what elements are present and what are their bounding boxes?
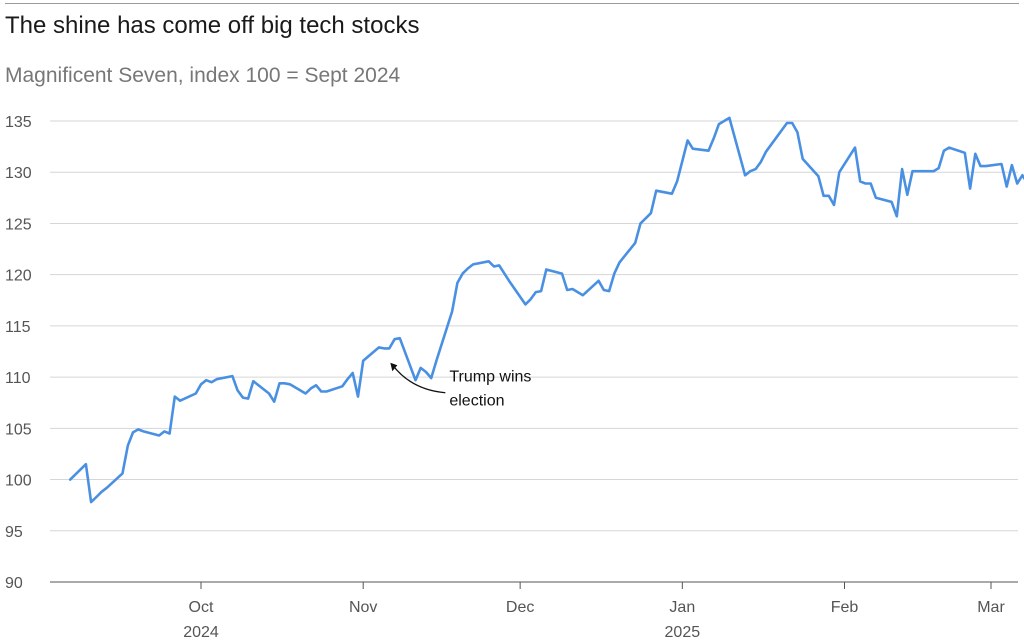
x-year-label-2024: 2024 <box>183 624 219 641</box>
y-tick-label-120: 120 <box>5 268 32 285</box>
x-tick-label-nov: Nov <box>349 599 377 616</box>
y-tick-label-105: 105 <box>5 421 32 438</box>
top-rule <box>5 3 1019 4</box>
y-axis-ticks: 90 95 100 105 110 115 120 125 130 135 <box>5 114 32 592</box>
annotation-text-line-2: election <box>449 393 504 410</box>
y-tick-label-135: 135 <box>5 114 32 131</box>
x-year-label-2025: 2025 <box>665 624 701 641</box>
annotation-arrow-line <box>391 364 446 394</box>
chart-title: The shine has come off big tech stocks <box>5 12 420 39</box>
annotation-text-line-1: Trump wins <box>449 369 531 386</box>
x-axis: Oct 2024 Nov Dec Jan 2025 Feb Mar <box>183 582 1005 641</box>
y-tick-label-115: 115 <box>5 319 31 336</box>
x-tick-label-mar: Mar <box>977 599 1005 616</box>
y-tick-label-100: 100 <box>5 473 32 490</box>
x-tick-label-dec: Dec <box>506 599 534 616</box>
series-line-magnificent-seven <box>68 116 1024 504</box>
y-tick-label-130: 130 <box>5 165 32 182</box>
x-tick-label-oct: Oct <box>189 599 214 616</box>
chart-subtitle: Magnificent Seven, index 100 = Sept 2024 <box>5 64 401 87</box>
annotation-trump-wins: Trump wins election <box>390 362 531 410</box>
y-tick-label-110: 110 <box>5 370 31 387</box>
annotation-arrowhead <box>390 362 398 372</box>
y-tick-label-125: 125 <box>5 216 32 233</box>
y-tick-label-95: 95 <box>5 524 23 541</box>
gridlines <box>50 120 1018 583</box>
x-tick-label-feb: Feb <box>831 599 859 616</box>
x-tick-label-jan: Jan <box>669 599 695 616</box>
y-tick-label-90: 90 <box>5 575 23 592</box>
series-layer <box>68 116 1024 504</box>
